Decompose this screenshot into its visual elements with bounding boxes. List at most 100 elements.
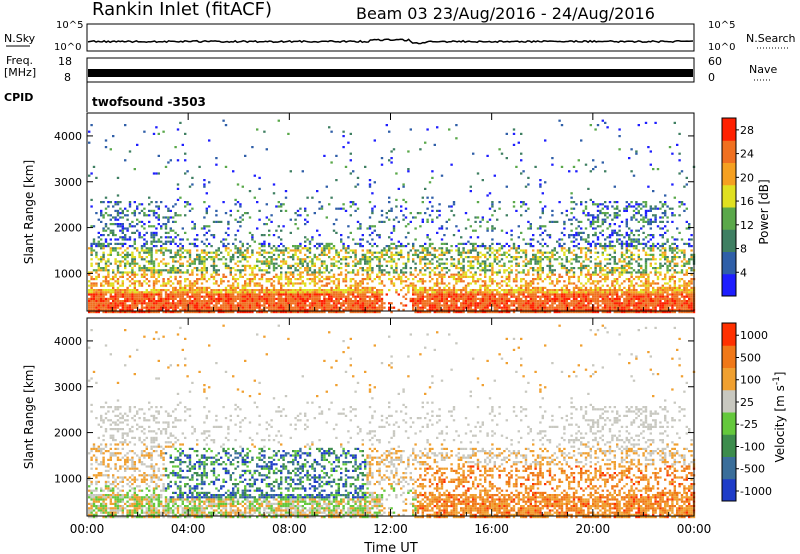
power-cell [424, 249, 427, 252]
power-cell [92, 282, 96, 285]
power-cell [112, 278, 115, 281]
power-cell [342, 207, 345, 210]
power-cell [152, 282, 156, 285]
power-cell [575, 293, 578, 296]
power-cell [133, 304, 136, 307]
power-cell [212, 236, 216, 239]
power-cell [424, 262, 427, 265]
power-cell [184, 311, 187, 314]
power-cell [572, 236, 576, 239]
power-cell [112, 229, 115, 232]
power-cell [306, 220, 309, 223]
power-cell [570, 262, 573, 265]
power-cell [299, 304, 302, 307]
power-cell [364, 253, 367, 256]
power-cell [388, 273, 391, 276]
power-cell [536, 300, 540, 303]
power-cell [217, 269, 220, 272]
power-cell [356, 227, 360, 230]
power-cell [426, 218, 429, 221]
power-cell [455, 137, 458, 140]
power-cell [575, 234, 578, 237]
power-cell [337, 256, 340, 259]
power-cell [148, 253, 151, 256]
power-cell [510, 308, 513, 311]
power-cell [220, 293, 223, 296]
power-cell [143, 130, 146, 133]
power-cell [282, 297, 285, 300]
power-cell [90, 293, 93, 296]
power-cell [589, 275, 592, 278]
power-cell [268, 304, 271, 307]
power-cell [431, 293, 434, 296]
power-cell [316, 271, 319, 274]
power-cell [246, 291, 249, 294]
power-cell [107, 258, 110, 261]
power-cell [491, 262, 494, 265]
power-cell [565, 289, 568, 292]
power-cell [587, 293, 590, 296]
power-cell [575, 306, 578, 309]
power-cell [282, 262, 285, 265]
power-cell [570, 302, 573, 305]
power-cell [560, 212, 564, 215]
power-cell [416, 308, 420, 311]
power-cell [440, 295, 444, 298]
power-cell [481, 269, 484, 272]
power-cell [205, 295, 208, 298]
power-cell [517, 295, 520, 298]
power-cell [575, 311, 578, 314]
power-cell [176, 271, 180, 274]
power-cell [472, 278, 475, 281]
power-cell [570, 282, 573, 285]
power-cell [484, 304, 487, 307]
power-cell [479, 284, 482, 287]
power-cell [95, 253, 98, 256]
power-cell [215, 249, 218, 252]
power-cell [440, 304, 444, 307]
power-cell [340, 295, 343, 298]
power-cell [246, 311, 249, 314]
power-cell [364, 302, 367, 305]
power-cell [548, 220, 552, 223]
power-cell [361, 273, 364, 276]
power-cell [378, 262, 381, 265]
power-cell [152, 273, 156, 276]
power-cell [424, 212, 427, 215]
power-cell [212, 308, 216, 311]
power-cell [325, 267, 328, 270]
power-cell [558, 201, 561, 204]
power-cell [296, 256, 300, 259]
power-cell [304, 209, 307, 212]
power-cell [337, 260, 340, 263]
power-cell [426, 304, 429, 307]
power-cell [450, 306, 453, 309]
power-cell [239, 260, 242, 263]
power-cell [107, 260, 110, 263]
power-cell [419, 260, 422, 263]
power-cell [253, 196, 256, 199]
power-cell [563, 289, 566, 292]
power-cell [109, 247, 112, 250]
power-cell [524, 295, 528, 298]
power-cell [119, 236, 122, 239]
power-cell [349, 172, 352, 175]
power-cell [428, 271, 432, 274]
power-cell [215, 289, 218, 292]
power-cell [390, 306, 393, 309]
power-cell [256, 282, 259, 285]
power-cell [457, 300, 460, 303]
power-cell [304, 300, 307, 303]
power-cell [508, 249, 511, 252]
power-cell [440, 269, 444, 272]
power-cell [385, 293, 388, 296]
power-cell [474, 247, 477, 250]
power-cell [524, 203, 528, 206]
power-cell [104, 139, 108, 142]
power-cell [100, 256, 103, 259]
power-cell [320, 308, 324, 311]
power-cell [443, 306, 446, 309]
power-cell [366, 302, 369, 305]
power-cell [246, 284, 249, 287]
power-cell [536, 286, 540, 289]
